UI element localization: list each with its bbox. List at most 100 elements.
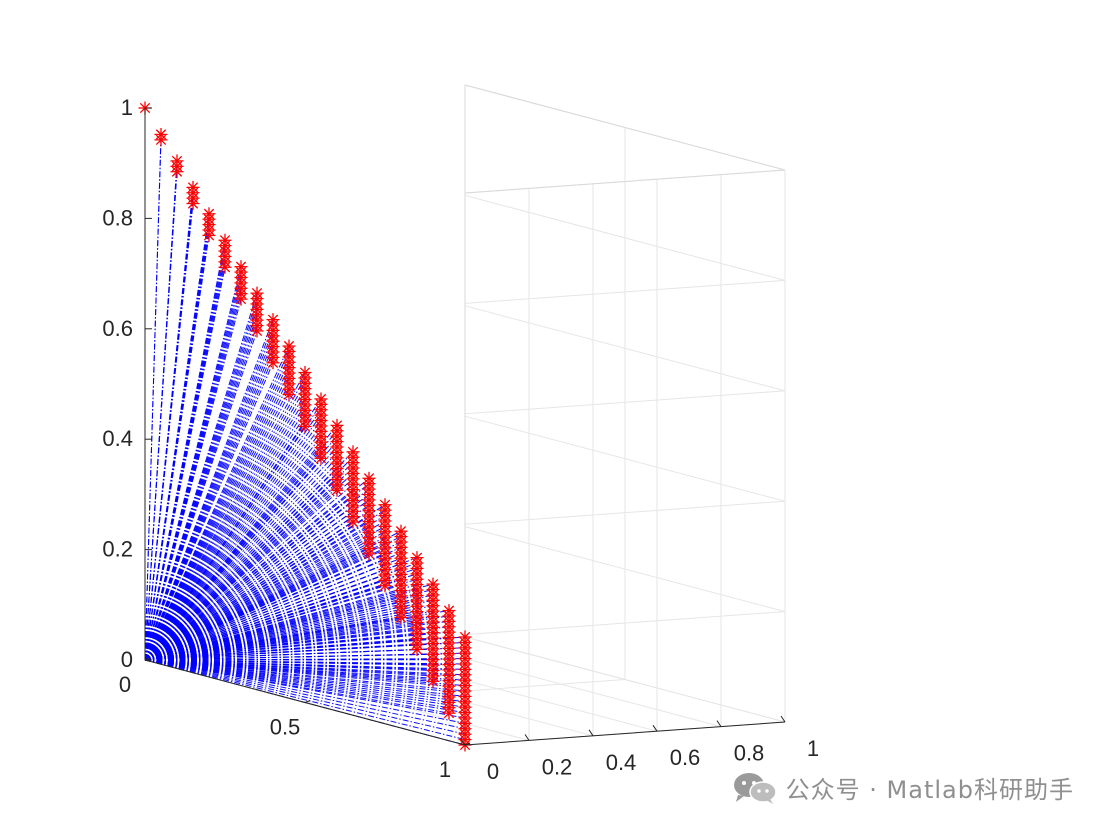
data-ray <box>144 515 370 661</box>
watermark: 公众号 · Matlab科研助手 <box>732 770 1074 805</box>
data-ray <box>144 636 466 661</box>
data-ray <box>144 446 338 661</box>
data-ray <box>144 659 466 670</box>
data-ray <box>144 441 338 661</box>
data-ray <box>144 590 402 661</box>
data-ray <box>144 351 274 661</box>
data-ray <box>144 578 418 661</box>
data-ray <box>144 288 242 661</box>
data-ray <box>144 346 274 661</box>
data-marker <box>186 180 200 194</box>
grid-lines <box>144 84 786 746</box>
data-ray <box>144 388 306 661</box>
data-ray <box>144 584 402 661</box>
x-tick <box>716 720 722 727</box>
data-ray <box>144 504 370 661</box>
data-ray <box>144 473 338 661</box>
data-ray <box>144 467 354 661</box>
watermark-text: 公众号 · Matlab科研助手 <box>785 776 1074 804</box>
data-ray <box>144 372 306 661</box>
data-ray <box>144 451 354 661</box>
data-marker <box>410 551 424 565</box>
data-ray <box>144 589 434 661</box>
data-ray <box>144 414 322 661</box>
data-ray <box>144 546 402 661</box>
z-tick-label: 0.8 <box>102 205 133 230</box>
data-ray <box>144 652 466 661</box>
x-tick <box>588 729 594 737</box>
data-ray <box>144 659 466 735</box>
data-ray <box>144 599 434 661</box>
data-marker <box>314 392 328 406</box>
data-marker <box>362 471 376 485</box>
data-marker <box>298 366 312 379</box>
z-tick-label: 0 <box>121 647 133 672</box>
data-ray <box>144 659 466 719</box>
data-ray <box>144 615 450 661</box>
data-marker <box>394 524 408 538</box>
data-ray <box>144 436 322 661</box>
data-ray <box>144 160 178 661</box>
data-ray <box>144 659 466 724</box>
data-ray <box>144 547 386 661</box>
grid-line <box>464 415 786 502</box>
data-ray <box>144 134 162 661</box>
data-ray <box>144 494 354 661</box>
data-ray <box>144 398 322 661</box>
data-ray <box>144 431 322 661</box>
y-tick <box>144 657 151 661</box>
data-ray <box>144 620 450 661</box>
data-ray <box>144 594 434 661</box>
grid-line <box>464 526 786 613</box>
data-marker <box>442 604 456 618</box>
data-ray <box>144 552 402 661</box>
data-ray <box>144 659 466 697</box>
tick-labels: 0 0.2 0.4 0.6 0.8 1 0 0.5 1 0 0.2 0.4 0.6 0.8 1 <box>102 95 819 784</box>
data-ray <box>144 638 418 661</box>
data-ray <box>144 573 418 661</box>
data-ray <box>144 562 418 661</box>
data-ray <box>144 240 226 661</box>
y-tick <box>304 700 311 703</box>
axes <box>144 107 786 746</box>
data-ray <box>144 488 370 661</box>
data-ray <box>144 515 386 661</box>
data-ray <box>144 430 338 661</box>
data-ray <box>144 483 370 661</box>
x-axis-line <box>464 721 786 746</box>
box-edge <box>464 84 786 171</box>
data-marker <box>378 498 392 512</box>
x-tick-label: 0.2 <box>542 754 573 779</box>
data-ray <box>144 452 322 661</box>
data-ray <box>144 659 466 665</box>
grid-line <box>464 194 786 281</box>
y-tick-label: 0.5 <box>270 715 301 740</box>
data-ray <box>144 659 466 708</box>
x-tick <box>524 734 530 741</box>
data-ray <box>144 293 258 661</box>
wechat-icon <box>733 772 777 804</box>
data-ray <box>144 456 354 661</box>
data-marker <box>330 418 344 432</box>
x-tick-label: 0 <box>487 759 499 784</box>
data-ray <box>144 458 322 661</box>
data-ray <box>144 435 338 661</box>
data-ray <box>144 420 322 661</box>
data-ray <box>144 282 242 661</box>
x-tick-label: 0.6 <box>670 745 701 770</box>
data-ray <box>144 631 450 661</box>
data-ray <box>144 659 466 681</box>
data-marker <box>266 313 280 327</box>
data-ray <box>144 372 290 661</box>
z-tick-label: 1 <box>121 95 133 120</box>
data-ray <box>144 567 418 661</box>
data-marker <box>346 445 360 459</box>
data-marker <box>458 630 472 644</box>
data-ray <box>144 425 322 661</box>
data-ray <box>144 473 354 661</box>
data-ray <box>144 425 338 661</box>
data-ray <box>144 626 450 661</box>
data-marker <box>234 260 248 274</box>
data-ray <box>144 256 226 661</box>
